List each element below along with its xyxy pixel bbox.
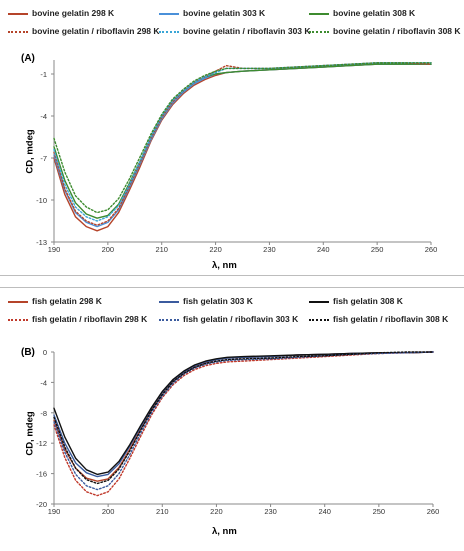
x-axis-label-b: λ, nm — [212, 526, 237, 537]
legend-swatch — [8, 318, 28, 321]
x-tick-label: 210 — [156, 507, 169, 516]
legend-item: fish gelatin 308 K — [309, 296, 403, 306]
panel-label-b: (B) — [21, 347, 35, 358]
x-tick-label: 250 — [373, 507, 386, 516]
legend-swatch — [309, 300, 329, 303]
series-line-3 — [53, 351, 434, 476]
y-tick-label: -13 — [36, 238, 47, 247]
panel-a: bovine gelatin 298 K bovine gelatin 303 K… — [0, 8, 464, 276]
legend-label: bovine gelatin 298 K — [32, 8, 115, 18]
y-tick-label: -20 — [36, 500, 47, 509]
x-tick-label: 260 — [427, 507, 440, 516]
legend-label: bovine gelatin / riboflavin 308 K — [333, 26, 461, 36]
series-line-2 — [53, 351, 434, 478]
x-tick-label: 200 — [102, 507, 115, 516]
series-line-1 — [53, 63, 432, 232]
legend-label: fish gelatin 303 K — [183, 296, 253, 306]
legend-item: fish gelatin 298 K — [8, 296, 102, 306]
series-line-5 — [53, 351, 434, 491]
y-tick-label: -7 — [40, 154, 47, 163]
legend-label: bovine gelatin 303 K — [183, 8, 266, 18]
series-line-6 — [53, 351, 434, 485]
panel-label-a: (A) — [21, 53, 35, 64]
series-line-2 — [53, 63, 432, 228]
x-tick-label: 220 — [209, 245, 222, 254]
legend-swatch — [159, 30, 179, 33]
legend-swatch — [8, 300, 28, 303]
legend-label: bovine gelatin / riboflavin 298 K — [32, 26, 160, 36]
series-line-6 — [53, 62, 432, 214]
legend-label: bovine gelatin 308 K — [333, 8, 416, 18]
y-tick-label: -16 — [36, 470, 47, 479]
legend-item: fish gelatin 303 K — [159, 296, 253, 306]
legend-label: fish gelatin 308 K — [333, 296, 403, 306]
y-tick-label: -10 — [36, 196, 47, 205]
legend-swatch — [309, 30, 329, 33]
x-tick-label: 240 — [317, 245, 330, 254]
legend-swatch — [8, 30, 28, 33]
x-tick-label: 220 — [210, 507, 223, 516]
legend-swatch — [159, 318, 179, 321]
y-tick-label: -4 — [40, 112, 47, 121]
plot-b: 190 200 210 220 230 240 250 260 0 -4 -8 -12 -16 -20 — [36, 348, 440, 516]
legend-label: fish gelatin / riboflavin 303 K — [183, 314, 299, 324]
legend-item: bovine gelatin / riboflavin 298 K — [8, 26, 160, 36]
legend-item: bovine gelatin 303 K — [159, 8, 265, 18]
x-tick-label: 230 — [264, 507, 277, 516]
legend-item: bovine gelatin 298 K — [8, 8, 114, 18]
series-line-5 — [53, 62, 432, 222]
series-line-4 — [53, 62, 432, 226]
x-tick-label: 230 — [263, 245, 276, 254]
y-tick-label: -4 — [40, 378, 47, 387]
legend-label: bovine gelatin / riboflavin 303 K — [183, 26, 311, 36]
x-tick-label: 190 — [48, 245, 61, 254]
x-tick-label: 260 — [425, 245, 438, 254]
x-tick-label: 250 — [371, 245, 384, 254]
legend-swatch — [309, 12, 329, 15]
x-tick-label: 240 — [318, 507, 331, 516]
legend-label: fish gelatin / riboflavin 308 K — [333, 314, 449, 324]
y-tick-label: 0 — [43, 348, 47, 357]
legend-item: bovine gelatin / riboflavin 303 K — [159, 26, 311, 36]
series-line-4 — [53, 351, 434, 497]
legend-swatch — [159, 12, 179, 15]
legend-item: bovine gelatin / riboflavin 308 K — [309, 26, 461, 36]
y-tick-label: -1 — [40, 70, 47, 79]
legend-item: fish gelatin / riboflavin 303 K — [159, 314, 298, 324]
legend-swatch — [309, 318, 329, 321]
legend-item: fish gelatin / riboflavin 308 K — [309, 314, 448, 324]
panel-b: fish gelatin 298 K fish gelatin 303 K fish… — [0, 287, 464, 551]
legend-item: bovine gelatin 308 K — [309, 8, 415, 18]
plot-a: 190 200 210 220 230 240 250 260 -1 -4 -7 -10 -13 — [36, 60, 438, 254]
legend-item: fish gelatin / riboflavin 298 K — [8, 314, 147, 324]
x-tick-label: 200 — [102, 245, 115, 254]
y-tick-label: -8 — [40, 409, 47, 418]
legend-swatch — [8, 12, 28, 15]
x-tick-label: 190 — [48, 507, 61, 516]
legend-swatch — [159, 300, 179, 303]
series-line-3 — [53, 63, 432, 219]
legend-label: fish gelatin / riboflavin 298 K — [32, 314, 148, 324]
series-line-1 — [53, 351, 434, 482]
y-tick-label: -12 — [36, 439, 47, 448]
legend-label: fish gelatin 298 K — [32, 296, 102, 306]
x-tick-label: 210 — [155, 245, 168, 254]
x-axis-label-a: λ, nm — [212, 260, 237, 271]
